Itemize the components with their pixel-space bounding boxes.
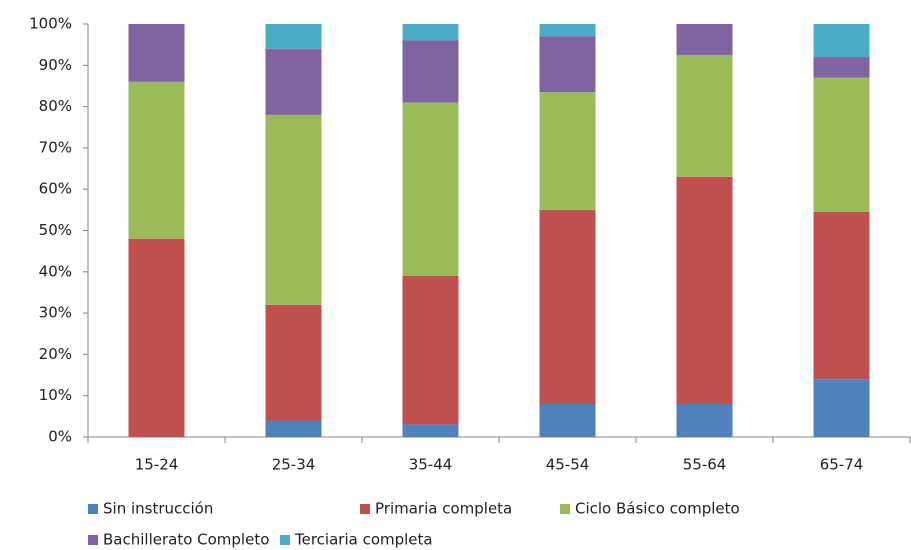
legend-label: Sin instrucción	[103, 500, 213, 518]
bar-segment	[539, 24, 596, 37]
bar-segment	[676, 403, 733, 437]
x-tick-label: 15-24	[135, 456, 179, 474]
legend-swatch	[88, 504, 98, 514]
legend-label: Ciclo Básico completo	[575, 500, 740, 518]
bar-segment	[813, 211, 870, 380]
y-tick-label: 10%	[39, 386, 72, 404]
bar-segment	[265, 114, 322, 305]
legend-swatch	[360, 504, 370, 514]
bar-segment	[539, 403, 596, 437]
legend-label: Primaria completa	[375, 500, 512, 518]
legend-swatch	[560, 504, 570, 514]
y-tick-label: 70%	[39, 138, 72, 156]
bar-segment	[402, 424, 459, 437]
bar-segment	[265, 304, 322, 421]
y-tick-label: 40%	[39, 262, 72, 280]
bar-segment	[676, 24, 733, 55]
bar-segment	[402, 275, 459, 425]
bar-segment	[676, 176, 733, 404]
y-tick-label: 60%	[39, 180, 72, 198]
y-tick-label: 90%	[39, 56, 72, 74]
bar-segment	[128, 238, 185, 437]
bar-segment	[402, 102, 459, 276]
legend-swatch	[88, 535, 98, 545]
legend-swatch	[280, 535, 290, 545]
bar-segment	[813, 77, 870, 212]
legend-label: Terciaria completa	[294, 531, 433, 549]
bar-segment	[402, 40, 459, 103]
bar-segment	[265, 24, 322, 49]
bar-segment	[813, 379, 870, 437]
y-tick-label: 100%	[29, 15, 72, 33]
x-tick-label: 55-64	[683, 456, 727, 474]
x-tick-label: 35-44	[409, 456, 453, 474]
x-tick-label: 65-74	[820, 456, 864, 474]
bar-segment	[539, 36, 596, 93]
bar-segment	[128, 24, 185, 82]
y-tick-label: 0%	[48, 428, 72, 446]
bar-segment	[813, 24, 870, 58]
y-tick-label: 20%	[39, 345, 72, 363]
y-tick-label: 30%	[39, 304, 72, 322]
legend-label: Bachillerato Completo	[103, 531, 269, 549]
bar-segment	[813, 57, 870, 78]
bar-segment	[265, 48, 322, 115]
bar-segment	[676, 54, 733, 177]
x-tick-label: 25-34	[272, 456, 316, 474]
y-tick-label: 50%	[39, 221, 72, 239]
bar-segment	[539, 209, 596, 404]
bar-segment	[402, 24, 459, 41]
x-tick-label: 45-54	[546, 456, 590, 474]
bar-segment	[265, 420, 322, 437]
bar-segment	[128, 81, 185, 239]
y-tick-label: 80%	[39, 97, 72, 115]
bar-segment	[539, 92, 596, 210]
